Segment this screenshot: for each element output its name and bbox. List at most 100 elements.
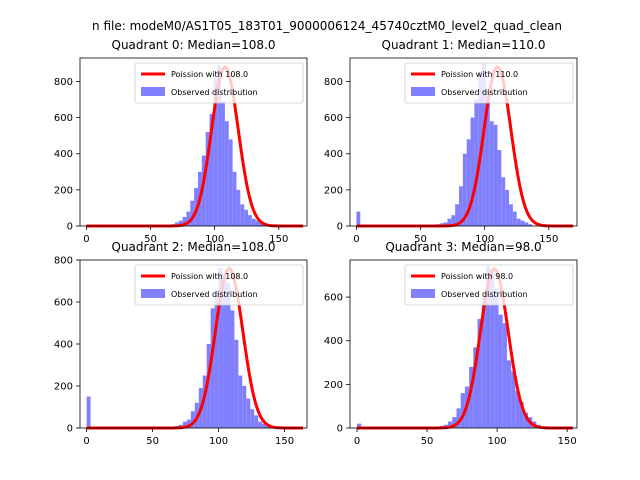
histogram-bars <box>357 266 541 428</box>
histogram-bar <box>242 386 247 428</box>
histogram-bar <box>448 421 453 428</box>
y-tick-label: 0 <box>67 424 73 435</box>
histogram-bar <box>459 186 463 226</box>
histogram-bar <box>190 200 195 226</box>
y-tick-label: 800 <box>324 77 343 88</box>
y-tick-label: 400 <box>54 340 73 351</box>
x-tick-label: 0 <box>353 234 359 245</box>
histogram-bar <box>356 211 361 226</box>
y-tick-label: 600 <box>324 113 343 124</box>
legend-entry-observed: Observed distribution <box>171 88 258 97</box>
histogram-bar <box>473 347 478 428</box>
histogram-bar <box>501 177 506 226</box>
histogram-bar <box>451 215 456 226</box>
legend-box <box>404 62 574 104</box>
histogram-bar <box>213 77 218 226</box>
histogram-bar <box>452 417 457 428</box>
x-tick-label: 0 <box>354 436 360 447</box>
histogram-bar <box>481 297 486 428</box>
histogram-bar <box>174 222 179 226</box>
histogram-bar <box>246 398 251 428</box>
histogram-bar <box>506 360 512 428</box>
histogram-bar <box>498 314 503 428</box>
histogram-bar <box>462 153 467 226</box>
subplot-title: Quadrant 2: Median=108.0 <box>112 240 276 254</box>
histogram-bar <box>205 132 210 226</box>
x-tick-label: 100 <box>209 436 228 447</box>
legend: Poission with 98.0 Observed distribution <box>404 264 574 306</box>
histogram-bar <box>240 204 245 226</box>
x-tick-label: 50 <box>414 234 427 245</box>
subplot-3: Quadrant 3: Median=98.0 0 50 100 150 0 200 400 6… <box>324 240 578 447</box>
histogram-bar <box>493 124 498 226</box>
histogram-bar <box>228 139 233 226</box>
legend-entry-poisson: Poission with 108.0 <box>171 272 248 281</box>
histogram-bar <box>258 421 263 428</box>
histogram-bar <box>489 121 494 226</box>
legend-box <box>404 264 574 306</box>
x-tick-label: 0 <box>83 234 89 245</box>
legend-entry-poisson: Poission with 98.0 <box>441 272 513 281</box>
histogram-bar <box>502 323 507 428</box>
histogram-bar <box>230 310 235 428</box>
histogram-bar <box>251 218 256 226</box>
histogram-bar <box>485 266 491 428</box>
x-tick-label: 150 <box>558 436 577 447</box>
histogram-bar <box>206 344 211 428</box>
histogram-bar <box>515 390 520 428</box>
histogram-bar <box>190 411 195 428</box>
histogram-bar <box>511 371 516 428</box>
histogram-bar <box>262 423 267 428</box>
legend: Poission with 110.0 Observed distribution <box>404 62 574 104</box>
histogram-bar <box>460 393 465 428</box>
histogram-bar <box>455 204 460 226</box>
histogram-bar <box>186 211 191 226</box>
legend-box <box>134 62 304 104</box>
y-tick-label: 0 <box>337 222 343 233</box>
histogram-bar <box>182 421 187 428</box>
x-tick-label: 150 <box>539 234 558 245</box>
legend: Poission with 108.0 Observed distribution <box>134 264 304 306</box>
histogram-bar <box>466 139 471 226</box>
histogram-bar <box>226 283 231 428</box>
y-tick-label: 400 <box>324 336 343 347</box>
y-tick-label: 200 <box>324 185 343 196</box>
histogram-bar <box>232 171 237 226</box>
subplot-title: Quadrant 0: Median=108.0 <box>112 38 276 52</box>
legend-bar-swatch <box>411 87 435 96</box>
histogram-bar <box>485 90 490 226</box>
y-tick-label: 600 <box>324 293 343 304</box>
legend: Poission with 108.0 Observed distribution <box>134 62 304 104</box>
histogram-bar <box>516 218 521 226</box>
histogram-bar <box>236 189 241 226</box>
histogram-bar <box>490 270 495 428</box>
y-tick-label: 800 <box>54 77 73 88</box>
histogram-bar <box>523 412 528 428</box>
y-tick-label: 0 <box>67 222 73 233</box>
axes-frame <box>349 57 578 227</box>
histogram-bar <box>221 101 225 226</box>
histogram-bar <box>528 224 533 226</box>
histogram-bar <box>524 222 529 226</box>
y-tick-label: 600 <box>54 298 73 309</box>
histogram-bar <box>224 121 229 226</box>
subplot-2: Quadrant 2: Median=108.0 0 50 100 150 0 200 400… <box>54 240 308 447</box>
legend-bar-swatch <box>411 289 435 298</box>
histogram-bar <box>217 65 222 227</box>
histogram-bar <box>178 220 183 226</box>
x-tick-label: 150 <box>275 436 294 447</box>
subplot-title: Quadrant 3: Median=98.0 <box>385 240 541 254</box>
histogram-bar <box>209 114 214 226</box>
subplot-1: Quadrant 1: Median=110.0 0 50 100 150 0 200 400… <box>324 38 578 245</box>
histogram-bar <box>512 211 517 226</box>
legend-entry-observed: Observed distribution <box>441 88 528 97</box>
histogram-bar <box>482 63 486 226</box>
y-tick-label: 400 <box>54 149 73 160</box>
x-tick-label: 150 <box>269 234 288 245</box>
histogram-bar <box>182 216 187 226</box>
histogram-bar <box>520 220 525 226</box>
histogram-bar <box>469 366 474 428</box>
histogram-bar <box>222 281 227 428</box>
histogram-bar <box>255 220 260 226</box>
